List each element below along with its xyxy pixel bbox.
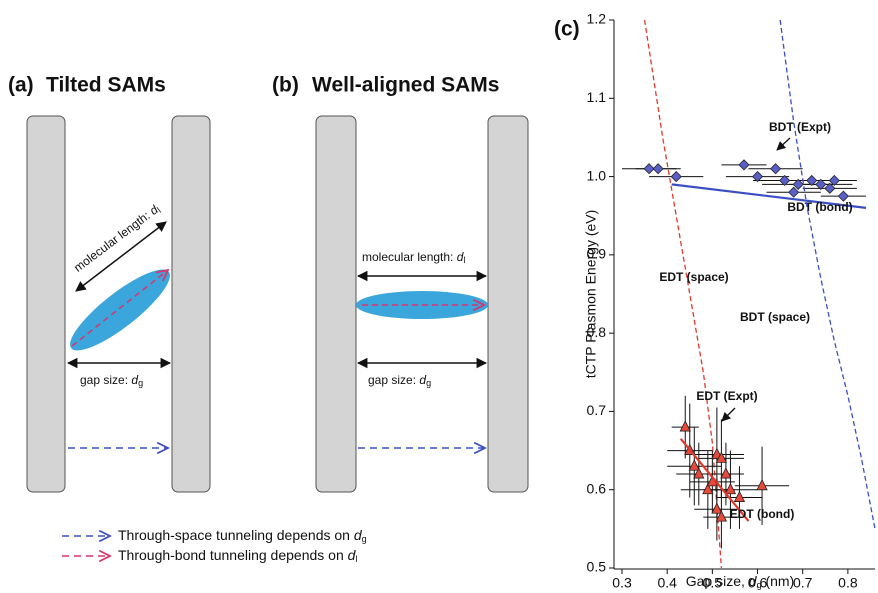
point	[711, 502, 723, 514]
x-tick-label: 0.6	[748, 575, 768, 591]
x-tick-label: 0.5	[703, 575, 723, 591]
symbol: d	[354, 527, 363, 543]
electrode	[26, 115, 66, 493]
y-tick-label: 0.9	[587, 246, 607, 262]
gap-label: gap size: dg	[80, 373, 143, 388]
text: Gap size,	[686, 573, 749, 589]
point	[693, 467, 705, 479]
label-arrow	[776, 137, 791, 151]
x-tick-label: 0.3	[612, 575, 632, 591]
point	[643, 163, 655, 175]
length-arrow	[75, 221, 167, 292]
subscript: g	[426, 378, 431, 388]
text: molecular length:	[362, 250, 457, 264]
x-axis-title: Gap size, dg (nm)	[686, 573, 795, 591]
point	[724, 482, 737, 495]
x-tick-label: 0.4	[657, 575, 677, 591]
y-tick-label: 0.7	[587, 402, 607, 418]
line	[671, 183, 867, 209]
length-label: molecular length: dl	[362, 250, 465, 265]
series-label: BDT (space)	[740, 310, 810, 324]
series-label: BDT (bond)	[787, 200, 852, 214]
legend-text: Through-bond tunneling depends on dl	[118, 547, 357, 565]
point	[702, 482, 714, 495]
y-tick-label: 1.2	[587, 11, 607, 27]
subscript: l	[463, 255, 465, 265]
point	[770, 163, 782, 175]
point	[792, 178, 804, 190]
point	[788, 186, 800, 198]
text: gap size:	[368, 373, 419, 387]
y-axis-title: tCTP Plasmon Energy (eV)	[583, 210, 599, 379]
text: gap size:	[80, 373, 131, 387]
x-tick-label: 0.7	[793, 575, 813, 591]
length-label: molecular length: dl	[71, 202, 163, 276]
symbol: d	[749, 573, 758, 589]
point	[652, 163, 664, 175]
line	[643, 19, 723, 569]
point	[779, 174, 791, 187]
text: Through-bond tunneling depends on	[118, 547, 348, 563]
series-label: EDT (bond)	[730, 507, 795, 521]
line	[679, 438, 750, 522]
y-tick-label: 0.6	[587, 480, 607, 496]
text: (nm)	[762, 573, 795, 589]
panel-label: (b)	[272, 74, 299, 97]
point	[679, 420, 691, 432]
x-tick-label: 0.8	[838, 575, 858, 591]
symbol: d	[348, 547, 357, 563]
point	[824, 182, 836, 194]
point	[806, 174, 818, 187]
electrode	[487, 115, 529, 493]
point	[720, 467, 732, 479]
point	[828, 174, 840, 187]
y-tick-label: 0.8	[587, 324, 607, 340]
text: Through-space tunneling depends on	[118, 527, 354, 543]
text: molecular length:	[71, 207, 155, 275]
legend-text: Through-space tunneling depends on dg	[118, 527, 367, 545]
symbol: d	[457, 250, 464, 264]
series-label: BDT (Expt)	[769, 120, 831, 134]
point	[815, 178, 827, 190]
subscript: g	[362, 534, 367, 544]
subscript: g	[757, 580, 762, 590]
plot: 0.5 0.6 0.7 0.8 0.9 1.0 1.1 1.2 0.3 0.4 0.5 0.6 0.7 0…	[587, 11, 876, 591]
point	[670, 171, 682, 183]
point	[751, 171, 764, 183]
subscript: l	[155, 206, 163, 215]
y-tick-label: 0.5	[587, 559, 607, 575]
panel-title: Tilted SAMs	[46, 74, 166, 97]
panel-label: (c)	[554, 18, 580, 41]
point	[837, 190, 849, 202]
y-tick-label: 1.0	[587, 167, 607, 183]
electrode	[315, 115, 357, 493]
point	[756, 478, 768, 491]
symbol: d	[131, 373, 138, 387]
electrode	[171, 115, 211, 493]
series-label: EDT (Expt)	[696, 389, 757, 403]
label-arrow	[721, 407, 736, 422]
panel-label: (a)	[8, 74, 34, 97]
panel-title: Well-aligned SAMs	[312, 74, 499, 97]
point	[715, 451, 728, 463]
subscript: g	[138, 378, 143, 388]
y-tick-label: 1.1	[587, 89, 607, 105]
line	[779, 19, 876, 529]
gap-label: gap size: dg	[368, 373, 431, 388]
point	[688, 459, 700, 471]
point	[715, 510, 728, 522]
symbol: d	[419, 373, 426, 387]
subscript: l	[355, 554, 357, 564]
point	[738, 159, 750, 171]
point	[733, 490, 746, 502]
series-label: EDT (space)	[659, 270, 728, 284]
